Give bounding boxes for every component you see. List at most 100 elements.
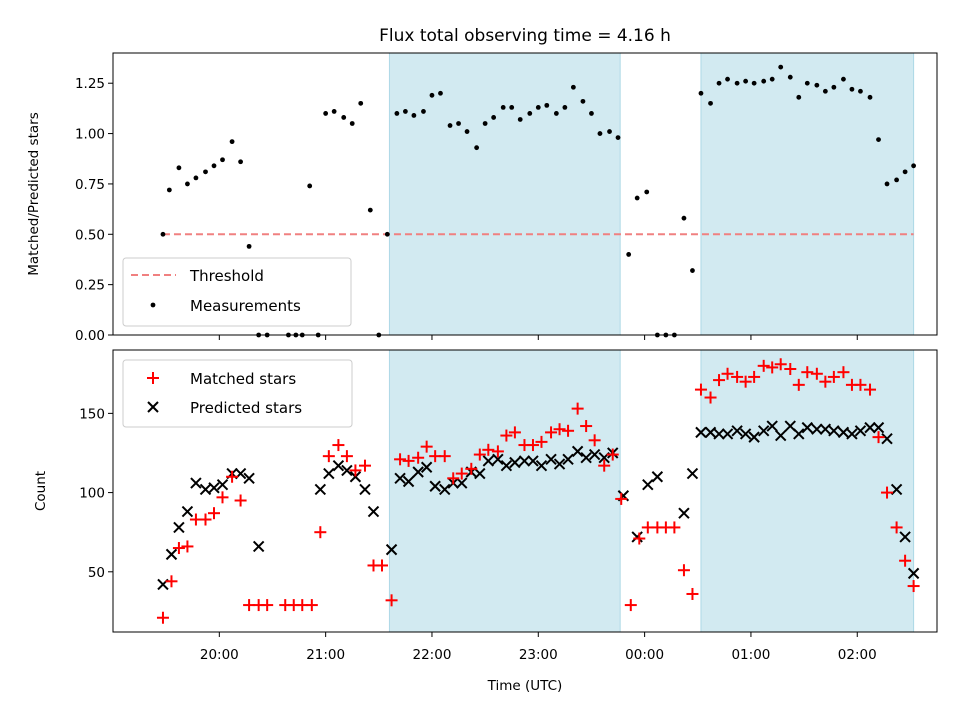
matched-stars-point [633,532,646,545]
measurement-point [769,76,775,82]
matched-stars-point [394,453,407,466]
predicted-stars-point [402,475,415,488]
measurement-point [220,157,225,163]
matched-stars-point [500,429,513,442]
measurement-point [796,94,802,100]
measurement-point [323,111,329,116]
matched-stars-point [571,402,584,415]
predicted-stars-point [846,428,858,440]
x-tick-label: 01:00 [731,647,770,663]
predicted-stars-point [748,431,760,443]
measurement-point [751,80,757,86]
measurement-point [589,111,594,116]
matched-legend-label: Matched stars [190,370,296,388]
predicted-stars-point [899,531,911,543]
matched-stars-point [580,420,593,433]
measurement-point [229,139,235,145]
x-tick-label: 20:00 [200,647,239,663]
matched-stars-point [438,450,451,463]
predicted-stars-point [739,428,752,440]
measurement-point [482,121,488,126]
measurement-point [626,252,632,257]
measurement-point [570,84,576,90]
predicted-stars-point [474,467,486,480]
predicted-stars-point [580,452,592,464]
matched-stars-point [261,599,274,612]
predicted-stars-point [439,483,451,496]
predicted-stars-point [173,521,185,534]
predicted-stars-point [678,507,690,519]
matched-stars-point [784,363,797,376]
measurement-point [367,207,373,213]
predicted-stars-point [774,429,787,442]
top-y-tick-label: 1.25 [75,76,105,92]
measurement-point [394,111,400,116]
x-axis-label: Time (UTC) [487,678,563,694]
measurement-point [176,165,182,171]
matched-stars-point [420,440,433,453]
measurement-point [211,163,217,169]
matched-stars-point [305,599,318,612]
predicted-legend-label: Predicted stars [190,399,302,417]
predicted-stars-point [323,467,335,480]
measurement-point [238,159,243,165]
matched-stars-point [447,472,460,485]
measurement-point [884,181,890,187]
matched-stars-point [606,448,619,461]
measurement-point [246,243,252,249]
top-y-tick-label: 0.25 [75,278,105,294]
matched-stars-point [216,491,229,504]
predicted-stars-point [199,483,212,496]
top-y-axis-label: Matched/Predicted stars [26,112,42,275]
predicted-stars-point [252,540,265,553]
matched-stars-point [526,439,539,452]
bottom-y-tick-label: 50 [88,565,105,581]
matched-stars-point [801,366,814,379]
bottom-y-tick-label: 100 [79,486,105,502]
star-count-panel: 50 100 150 20:00 21:00 22:00 23:00 00:00 01:00 0… [33,349,938,694]
predicted-stars-point [704,426,717,439]
measurement-point [562,104,568,110]
measurement-point [527,111,533,116]
measurement-point [341,115,347,120]
predicted-stars-point [793,428,805,440]
matched-stars-point [322,450,335,463]
matched-stars-point [739,375,752,388]
measurement-point [421,109,426,114]
matched-stars-point [208,507,221,520]
matched-stars-point [827,370,840,383]
predicted-stars-point [429,480,441,492]
measurement-point [544,102,550,108]
measurement-point [607,129,612,134]
measurement-point [681,215,687,221]
measurement-point [716,80,722,86]
measurement-point [708,100,713,106]
predicted-stars-point [509,456,521,469]
matched-stars-point [677,564,690,577]
x-tick-label: 02:00 [838,647,877,663]
predicted-stars-point [864,421,876,434]
predicted-stars-point [545,453,557,466]
matched-stars-point [340,450,353,463]
measurement-point [500,104,506,110]
measurement-point [491,115,497,120]
x-tick-label: 23:00 [519,647,558,663]
measurement-point [509,104,515,110]
measurement-point [553,111,559,116]
measurement-point [725,76,730,82]
predicted-stars-point [721,428,734,440]
count-plot-area [156,358,920,624]
measurement-point [384,231,390,237]
observing-window-shading-bottom [388,349,915,633]
predicted-stars-point [456,477,468,489]
bottom-y-tick-label: 150 [79,406,105,422]
predicted-stars-point [713,428,725,440]
matched-stars-point [694,383,707,396]
measurement-point [831,84,837,90]
predicted-stars-point [642,478,654,491]
measurement-point [456,121,461,126]
matched-stars-point [713,374,726,387]
measurement-point [464,129,470,134]
measurement-point [876,137,881,143]
predicted-stars-point [181,505,194,518]
